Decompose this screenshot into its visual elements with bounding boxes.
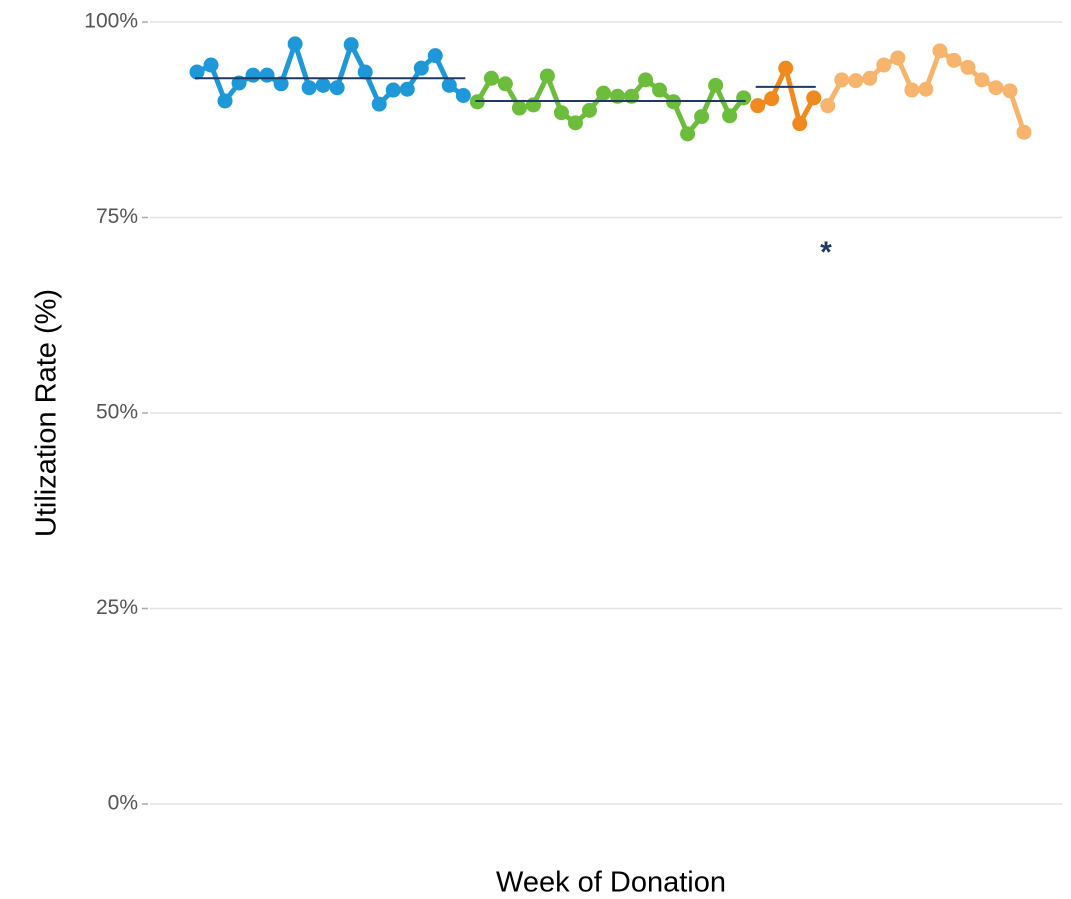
data-point — [315, 77, 331, 93]
plot-area: 0% 25% 50% 75% 100% — [84, 10, 1062, 815]
data-point — [385, 82, 401, 98]
y-tick-label: 75% — [96, 205, 138, 228]
data-point — [652, 82, 668, 98]
data-point — [189, 64, 205, 80]
data-point — [722, 108, 738, 124]
data-point — [441, 77, 457, 93]
data-point — [595, 85, 611, 101]
data-point — [960, 59, 976, 75]
data-point — [287, 36, 303, 52]
y-tick-label: 100% — [84, 10, 138, 33]
data-point — [918, 81, 934, 97]
data-point — [539, 68, 555, 84]
data-point — [750, 98, 766, 114]
data-point — [680, 126, 696, 142]
data-point — [946, 52, 962, 68]
data-point — [483, 70, 499, 86]
data-point — [399, 81, 415, 97]
data-point — [427, 48, 443, 64]
data-point — [581, 102, 597, 118]
data-point — [876, 57, 892, 73]
data-point — [764, 91, 780, 107]
data-point — [1002, 83, 1018, 99]
y-tick-label: 50% — [96, 401, 138, 424]
data-point — [862, 70, 878, 86]
y-tick-label: 0% — [108, 792, 138, 815]
y-axis-title: Utilization Rate (%) — [31, 289, 63, 537]
data-point — [834, 72, 850, 88]
data-point — [848, 73, 864, 89]
data-point — [778, 60, 794, 76]
data-point — [820, 98, 836, 114]
data-point — [708, 77, 724, 93]
data-point — [638, 72, 654, 88]
data-point — [736, 90, 752, 106]
data-point — [567, 115, 583, 131]
data-point — [357, 64, 373, 80]
data-point — [806, 90, 822, 106]
data-point — [329, 80, 345, 96]
data-point — [525, 97, 541, 113]
data-point — [904, 82, 920, 98]
annotation: * — [820, 236, 832, 269]
data-point — [497, 76, 513, 92]
data-point — [371, 96, 387, 112]
data-point — [413, 60, 429, 76]
data-point — [511, 100, 527, 116]
data-point — [792, 116, 808, 132]
data-point — [259, 67, 275, 83]
data-point — [694, 109, 710, 125]
data-point — [203, 57, 219, 73]
data-point — [245, 67, 261, 83]
data-point — [974, 72, 990, 88]
x-axis-title: Week of Donation — [496, 867, 726, 899]
data-point — [217, 93, 233, 109]
data-point — [301, 80, 317, 96]
data-point — [1016, 124, 1032, 140]
data-point — [890, 50, 906, 66]
data-point — [273, 76, 289, 92]
data-point — [553, 105, 569, 121]
data-point — [932, 43, 948, 59]
data-point — [343, 37, 359, 53]
data-point — [988, 80, 1004, 96]
y-tick-label: 25% — [96, 596, 138, 619]
data-point — [455, 88, 471, 104]
